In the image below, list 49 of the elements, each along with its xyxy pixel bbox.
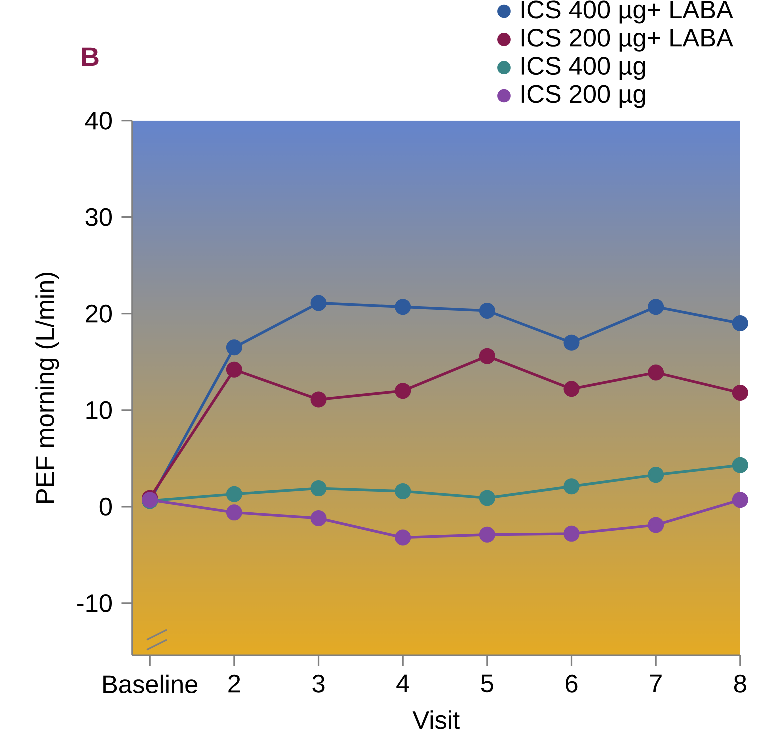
point	[564, 334, 580, 351]
y-axis-title: PEF morning (L/min)	[36, 272, 60, 503]
point	[226, 362, 242, 378]
point	[395, 383, 412, 400]
x-tick-label: 4	[396, 674, 410, 692]
legend-label: ICS 200 µg+ LABA	[522, 28, 734, 52]
y-tick-label: 10	[86, 401, 112, 420]
point	[395, 299, 412, 316]
point	[226, 486, 242, 502]
point	[648, 364, 664, 381]
point	[732, 492, 748, 508]
x-tick-label: 7	[650, 674, 662, 692]
point	[479, 526, 496, 543]
point	[310, 392, 327, 408]
point	[648, 299, 664, 316]
x-tick-label: 6	[566, 674, 578, 693]
legend-label: ICS 400 µg+ LABA	[522, 0, 734, 24]
y-tick-label: 20	[86, 304, 112, 323]
y-tick-label: -10	[78, 594, 112, 612]
x-tick-label: 3	[312, 674, 325, 693]
legend-label: ICS 400 µg	[522, 57, 646, 80]
x-tick-label: Baseline	[104, 674, 198, 694]
point	[395, 530, 412, 546]
legend-label: ICS 200 µg	[522, 85, 646, 108]
point	[310, 510, 327, 526]
point	[395, 483, 412, 500]
chart-title: B	[82, 48, 99, 66]
point	[732, 457, 748, 474]
x-axis-title: Visit	[412, 710, 460, 730]
point	[648, 517, 664, 534]
point	[648, 467, 664, 484]
y-tick-label: 0	[100, 498, 112, 516]
point	[564, 526, 580, 542]
x-tick-label: 8	[734, 674, 746, 693]
point	[226, 340, 242, 356]
point	[310, 295, 327, 312]
point	[732, 316, 748, 332]
point	[564, 478, 580, 495]
x-tick-label: 5	[481, 674, 494, 693]
y-tick-label: 30	[86, 208, 112, 226]
point	[564, 381, 580, 398]
x-tick-label: 2	[228, 674, 240, 693]
point	[479, 302, 496, 319]
point	[310, 480, 327, 497]
point	[479, 490, 496, 506]
point	[732, 385, 748, 402]
point	[479, 348, 496, 364]
y-tick-label: 40	[85, 112, 112, 130]
point	[226, 504, 242, 521]
